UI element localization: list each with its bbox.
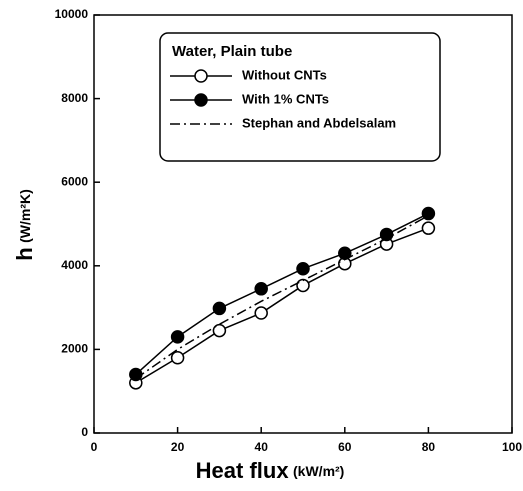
- marker: [421, 206, 436, 221]
- x-tick-label: 80: [422, 440, 436, 454]
- y-tick-label: 10000: [55, 7, 89, 21]
- x-tick-label: 0: [91, 440, 98, 454]
- marker: [254, 306, 268, 320]
- marker: [296, 261, 310, 276]
- marker: [170, 351, 185, 365]
- x-label: Heat flux: [196, 458, 290, 483]
- y-tick-label: 0: [81, 425, 88, 439]
- x-axis-label: Heat flux (kW/m²): [196, 458, 345, 483]
- legend-label: Without CNTs: [242, 67, 327, 82]
- legend-label: With 1% CNTs: [242, 91, 329, 106]
- marker: [212, 323, 227, 338]
- legend-box: [159, 32, 441, 162]
- legend-label: Stephan and Abdelsalam: [242, 115, 396, 130]
- marker: [194, 69, 208, 83]
- x-tick-label: 40: [255, 440, 269, 454]
- marker: [129, 367, 143, 382]
- marker: [379, 227, 394, 242]
- marker: [212, 301, 227, 316]
- y-label-unit: (W/m²K): [17, 189, 33, 243]
- marker: [296, 278, 310, 293]
- y-tick-label: 6000: [61, 174, 88, 188]
- y-tick-label: 8000: [61, 91, 88, 105]
- x-tick-label: 100: [502, 440, 522, 454]
- x-label-unit: (kW/m²): [293, 463, 344, 479]
- y-tick-label: 2000: [61, 342, 88, 356]
- marker: [170, 330, 185, 344]
- plot-frame: [93, 14, 513, 434]
- y-label: h: [12, 247, 37, 260]
- y-axis-label: h (W/m²K): [12, 189, 37, 261]
- legend-title: Water, Plain tube: [172, 43, 292, 60]
- marker: [254, 282, 268, 296]
- marker: [194, 93, 208, 107]
- x-tick-label: 60: [338, 440, 352, 454]
- series-line: [135, 227, 429, 384]
- marker: [421, 221, 436, 235]
- x-tick-label: 20: [171, 440, 185, 454]
- y-tick-label: 4000: [61, 258, 88, 272]
- series-line: [135, 212, 429, 376]
